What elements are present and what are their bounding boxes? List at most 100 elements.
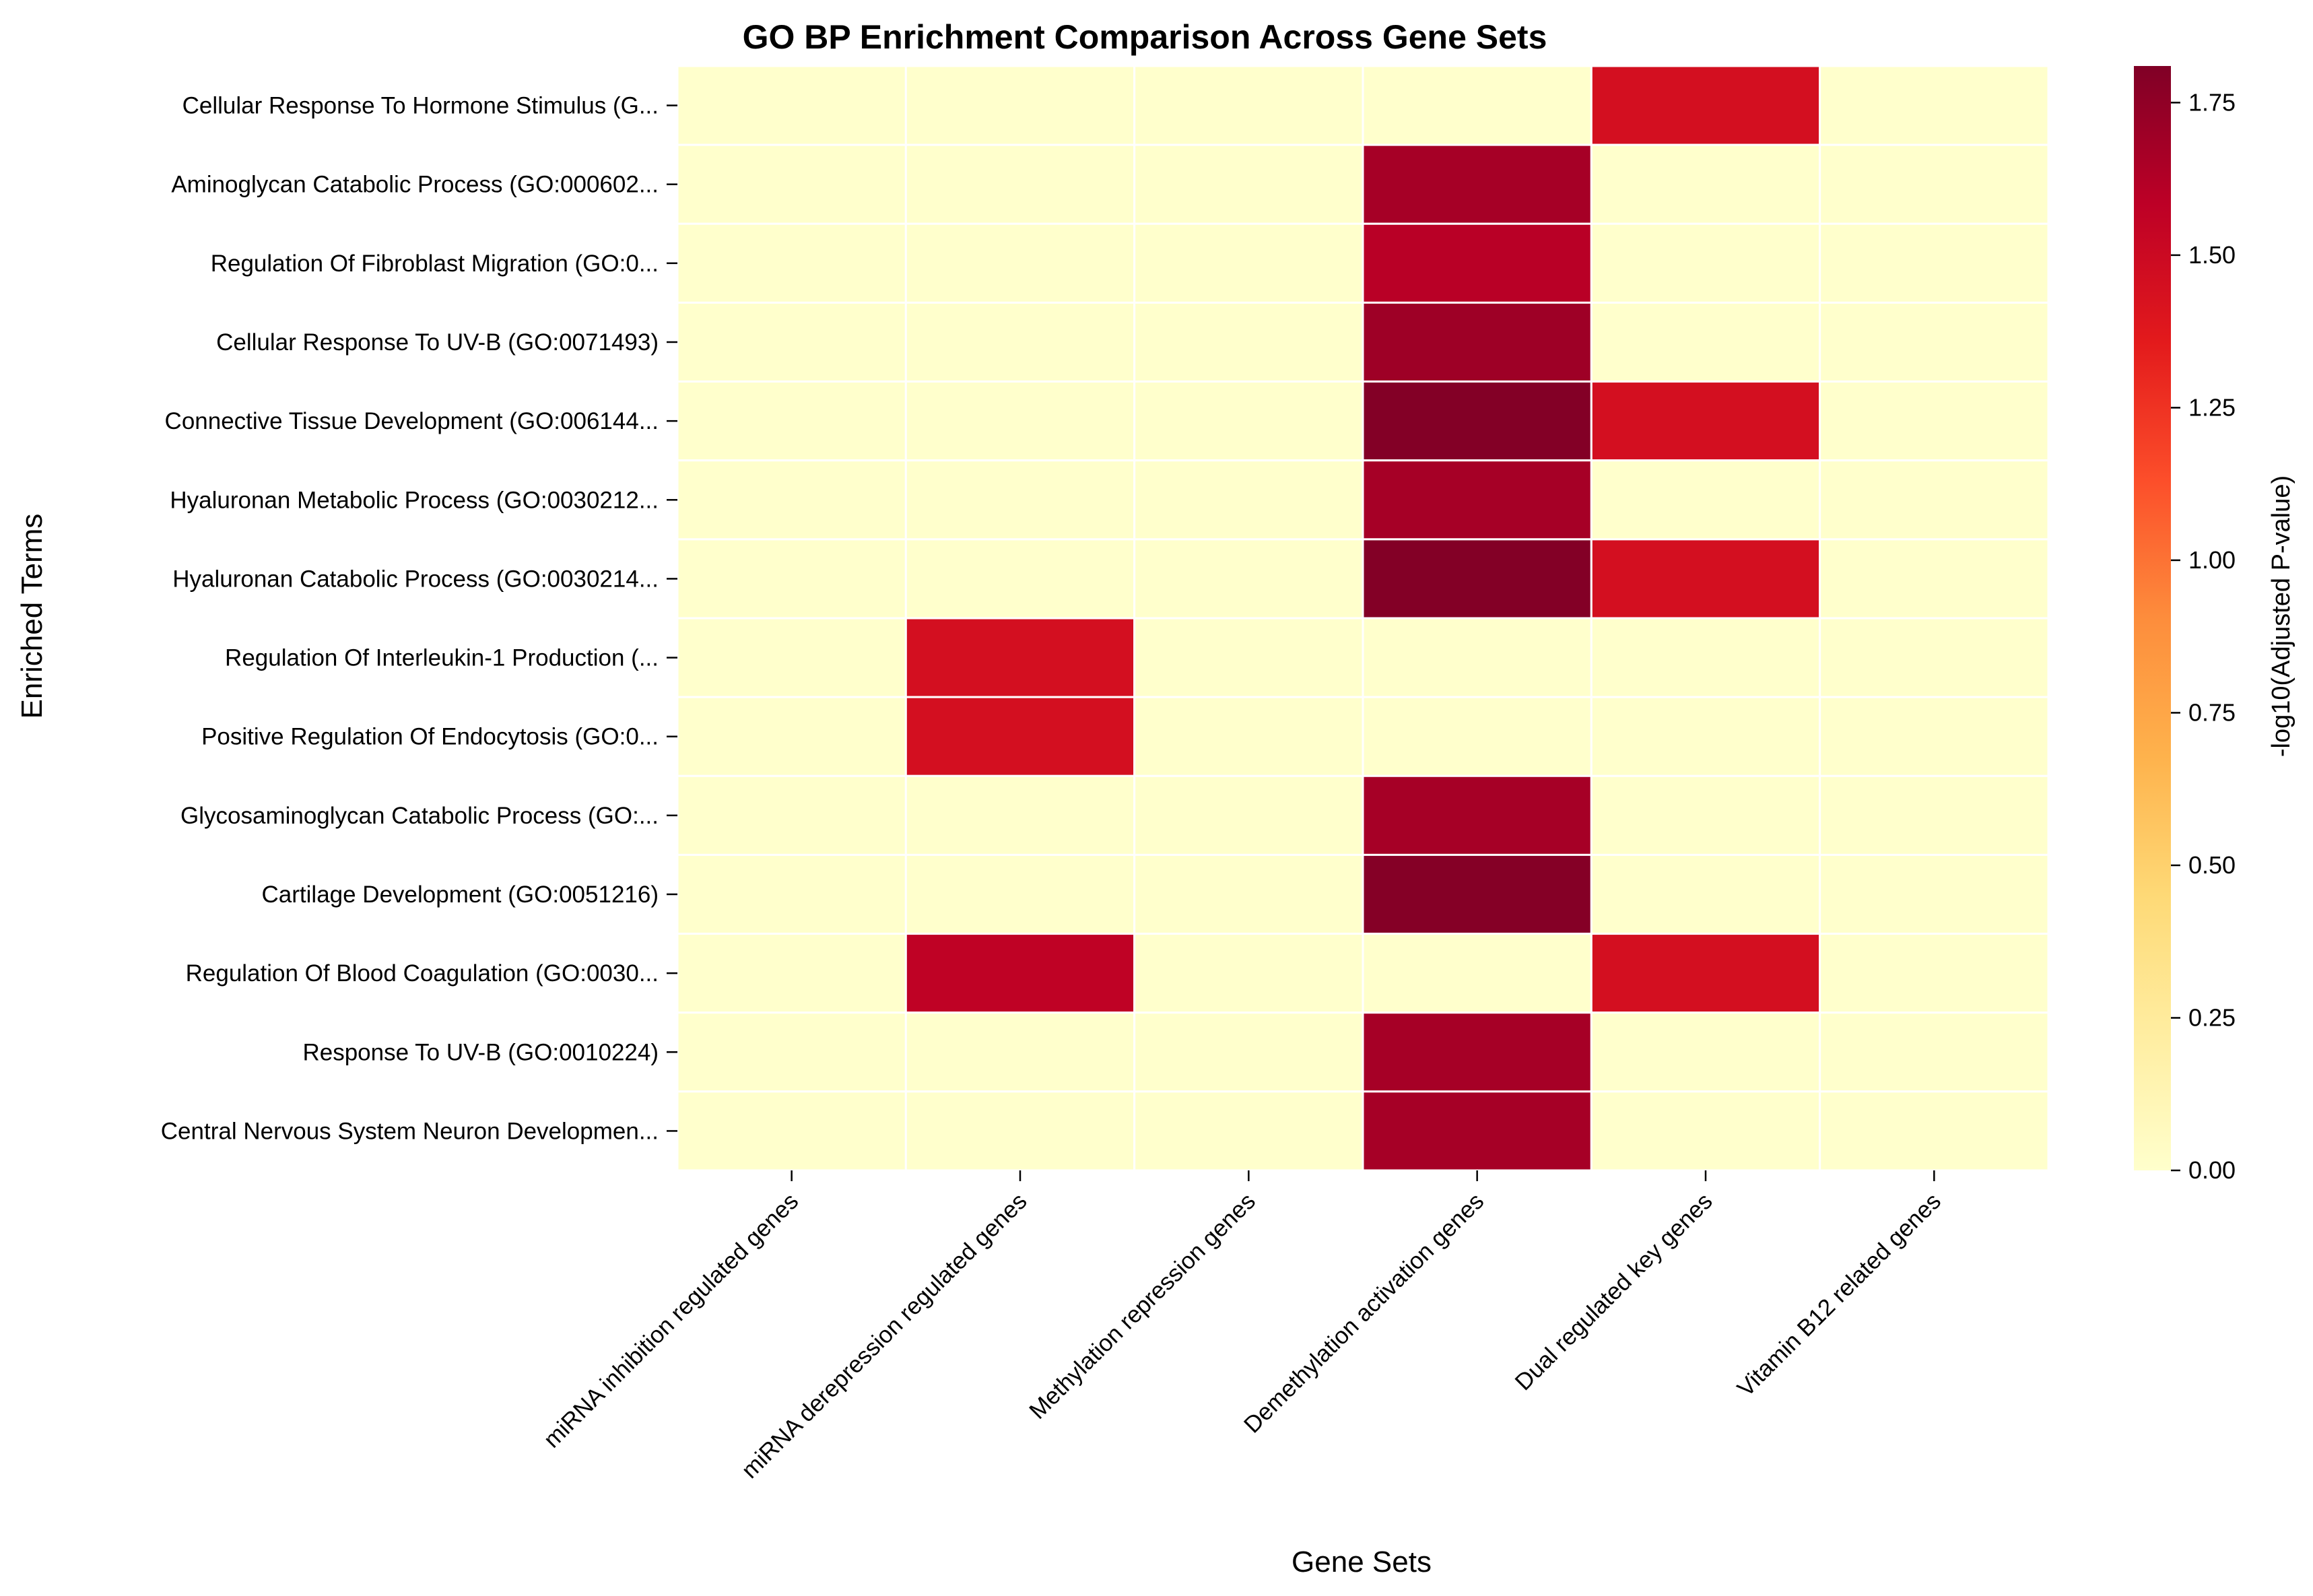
heatmap-cell [1133,143,1364,225]
heatmap-cell [1590,774,1821,856]
heatmap-cell [1133,459,1364,541]
heatmap-cell [676,933,907,1014]
x-tick-label: miRNA derepression regulated genes [737,1188,1032,1484]
heatmap-cell [676,696,907,777]
heatmap-cell [1133,301,1364,383]
y-tick-label: Hyaluronan Metabolic Process (GO:0030212… [170,487,659,513]
y-tick-label: Cartilage Development (GO:0051216) [262,882,659,908]
y-tick-label: Connective Tissue Development (GO:006144… [165,408,659,434]
heatmap-cell [1590,696,1821,777]
heatmap-cell [904,65,1136,146]
heatmap-cell [1362,853,1593,935]
y-tick-label: Glycosaminoglycan Catabolic Process (GO:… [180,803,659,829]
heatmap-cells [676,65,2050,1172]
heatmap-cell [904,301,1136,383]
heatmap-cell [1590,380,1821,462]
heatmap-cell [904,380,1136,462]
heatmap-cell [1819,459,2050,541]
heatmap-cell [1362,696,1593,777]
heatmap-cell [1590,459,1821,541]
heatmap-cell [1590,301,1821,383]
y-tick-label: Regulation Of Interleukin-1 Production (… [225,645,659,671]
heatmap-cell [1590,933,1821,1014]
heatmap-cell [1819,1011,2050,1093]
heatmap-cell [1819,380,2050,462]
colorbar-tick-label: 0.00 [2188,1156,2236,1184]
heatmap-cell [1133,933,1364,1014]
heatmap-cell [1362,933,1593,1014]
heatmap-cell [676,774,907,856]
heatmap-cell [904,617,1136,698]
heatmap-cell [904,774,1136,856]
colorbar-tick-label: 0.50 [2188,851,2236,879]
colorbar-tick-label: 0.25 [2188,1003,2236,1031]
heatmap-cell [1362,380,1593,462]
heatmap-cell [1362,222,1593,304]
colorbar-tick-label: 1.25 [2188,393,2236,421]
heatmap-cell [676,222,907,304]
heatmap-cell [1362,1090,1593,1172]
heatmap-cell [1362,538,1593,620]
heatmap-cell [676,1011,907,1093]
heatmap-cell [1819,617,2050,698]
y-tick-label: Regulation Of Blood Coagulation (GO:0030… [186,960,659,987]
heatmap-cell [1819,774,2050,856]
heatmap-cell [676,380,907,462]
heatmap-cell [1590,1011,1821,1093]
y-tick-label: Cellular Response To Hormone Stimulus (G… [182,93,659,119]
heatmap-cell [1819,1090,2050,1172]
y-tick-label: Regulation Of Fibroblast Migration (GO:0… [211,251,659,277]
heatmap-cell [904,459,1136,541]
y-tick-label: Positive Regulation Of Endocytosis (GO:0… [201,724,659,750]
heatmap-cell [904,538,1136,620]
heatmap-cell [1362,459,1593,541]
heatmap-cell [1819,301,2050,383]
heatmap-cell [904,222,1136,304]
heatmap-cell [1590,538,1821,620]
x-tick-label: miRNA inhibition regulated genes [539,1188,804,1453]
heatmap-cell [904,1090,1136,1172]
heatmap-cell [1362,143,1593,225]
heatmap-cell [1133,380,1364,462]
heatmap-cell [1819,696,2050,777]
heatmap-cell [1590,143,1821,225]
heatmap-cell [676,143,907,225]
heatmap-cell [1590,1090,1821,1172]
heatmap-cell [904,696,1136,777]
colorbar-tick-label: 1.75 [2188,88,2236,116]
y-tick-label: Cellular Response To UV-B (GO:0071493) [216,329,659,356]
colorbar [2134,66,2171,1170]
heatmap-cell [904,143,1136,225]
heatmap-cell [1590,222,1821,304]
heatmap-cell [1819,143,2050,225]
colorbar-tick-label: 1.50 [2188,241,2236,269]
heatmap-cell [1133,1011,1364,1093]
heatmap-cell [1133,774,1364,856]
heatmap-cell [1362,617,1593,698]
heatmap-cell [676,1090,907,1172]
heatmap-cell [1819,538,2050,620]
heatmap-cell [1590,853,1821,935]
heatmap-cell [904,1011,1136,1093]
y-tick-label: Central Nervous System Neuron Developmen… [161,1118,659,1144]
heatmap-cell [1133,696,1364,777]
heatmap-cell [904,933,1136,1014]
colorbar-tick-label: 0.75 [2188,698,2236,726]
heatmap-cell [1362,1011,1593,1093]
heatmap-cell [1133,1090,1364,1172]
x-tick-label: Dual regulated key genes [1510,1188,1717,1395]
heatmap-cell [676,617,907,698]
heatmap-cell [1819,65,2050,146]
heatmap-cell [676,301,907,383]
colorbar-ticks: 0.00 0.25 0.50 0.75 1.00 1.25 1.50 1.75 [2171,88,2236,1184]
chart-title: GO BP Enrichment Comparison Across Gene … [743,18,1547,56]
heatmap-cell [676,853,907,935]
y-tick-label: Hyaluronan Catabolic Process (GO:0030214… [172,566,659,592]
y-tick-label: Aminoglycan Catabolic Process (GO:000602… [171,172,659,198]
y-axis-label: Enriched Terms [15,514,48,719]
heatmap-cell [676,65,907,146]
heatmap-cell [1133,222,1364,304]
heatmap-cell [1590,617,1821,698]
